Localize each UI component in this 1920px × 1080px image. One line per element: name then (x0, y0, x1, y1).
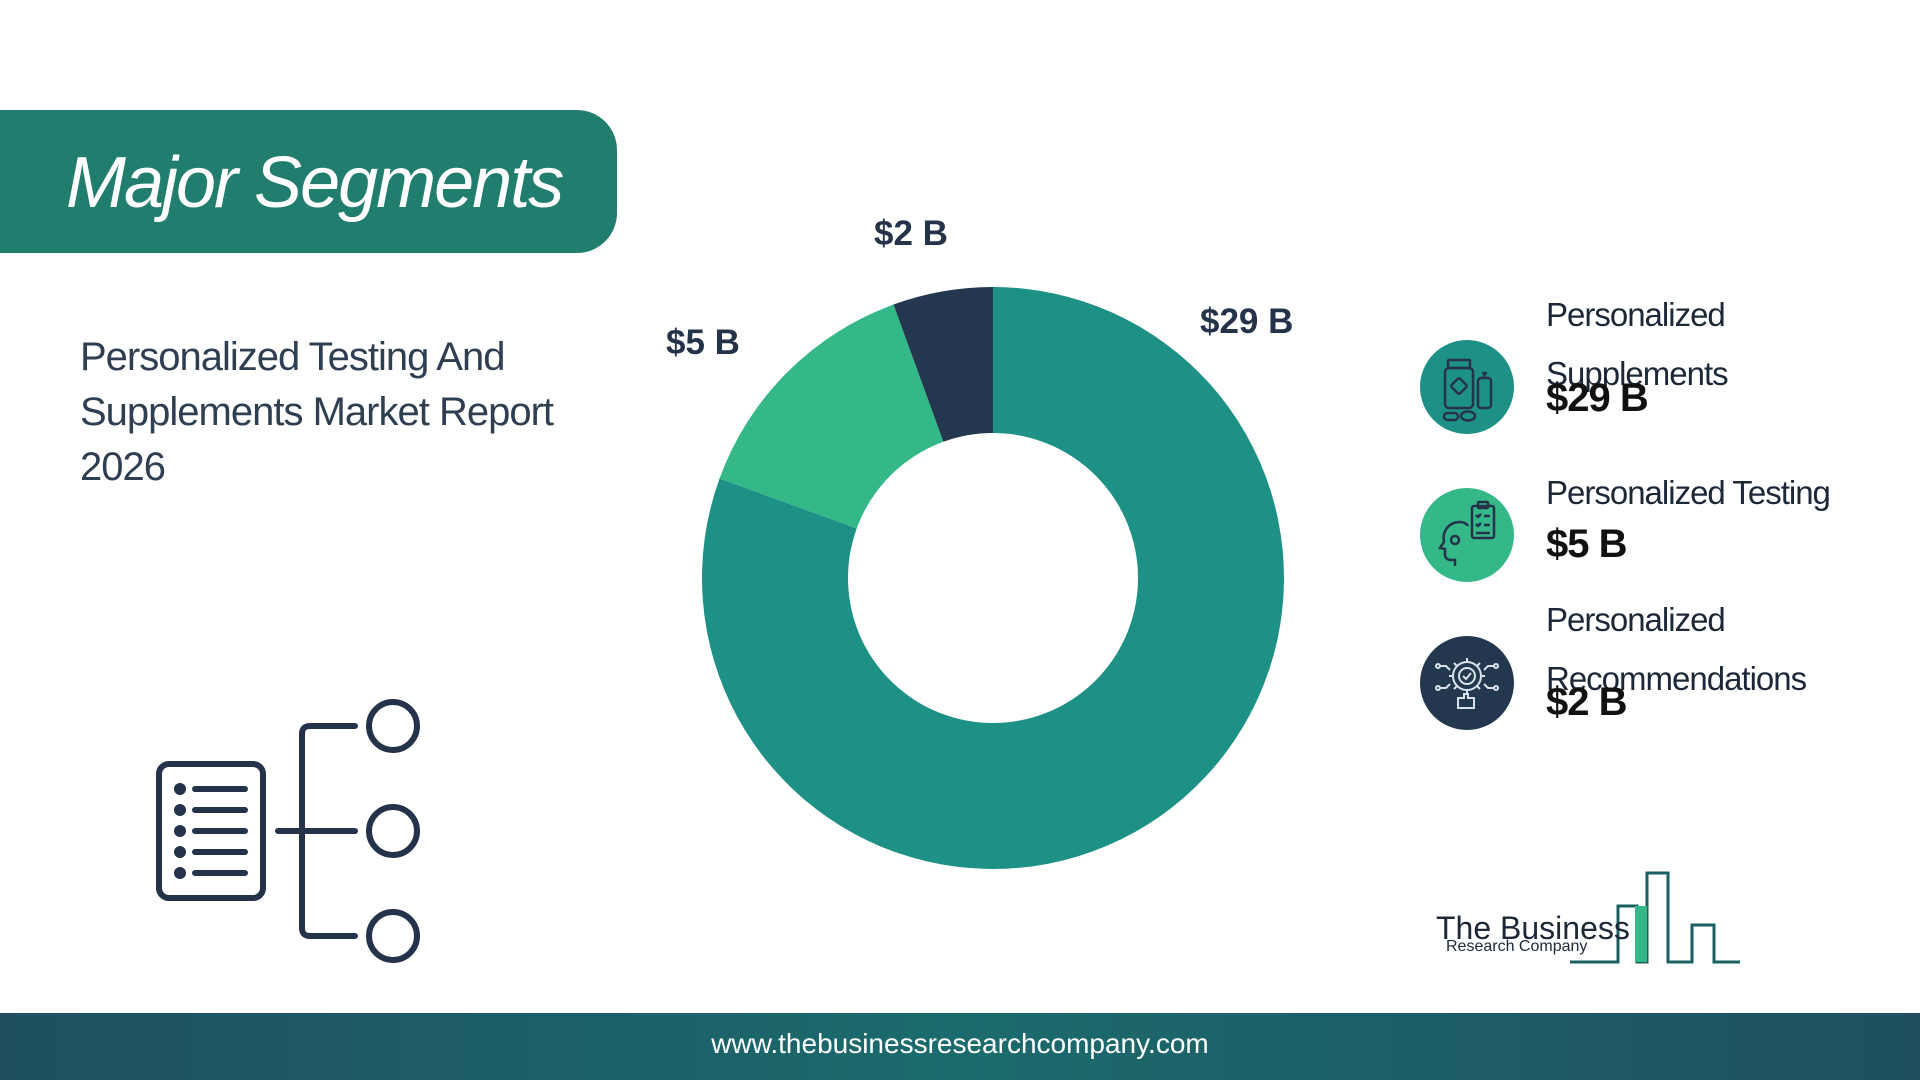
company-logo: The Business Research Company (1430, 870, 1750, 970)
supplement-bottles-icon (1420, 340, 1514, 434)
title-banner: Major Segments (0, 110, 617, 253)
gear-check-icon (1420, 636, 1514, 730)
legend-label-testing: Personalized Testing (1546, 474, 1831, 511)
legend-label-recommendations: Personalized Recommendations (1546, 601, 1807, 697)
legend-label-supplements: Personalized Supplements (1546, 296, 1729, 392)
footer-url[interactable]: www.thebusinessresearchcompany.com (711, 1028, 1209, 1059)
data-label-supplements: $29 B (1200, 302, 1294, 341)
report-title: Personalized Testing And Supplements Mark… (80, 335, 554, 489)
logo-text-line2: Research Company (1446, 938, 1588, 955)
slice-testing (719, 304, 944, 529)
legend-value-supplements: $29 B (1546, 376, 1649, 420)
data-label-recommendations: $2 B (874, 214, 948, 253)
slice-supplements (701, 287, 1284, 869)
footer-bar: www.thebusinessresearchcompany.com (0, 1013, 1920, 1080)
legend-value-recommendations: $2 B (1546, 680, 1627, 724)
logo-text-line1: The Business (1436, 910, 1630, 946)
page-title: Major Segments (66, 143, 564, 223)
segment-list-tree-icon (156, 699, 420, 963)
head-clipboard-icon (1420, 488, 1514, 582)
data-label-testing: $5 B (666, 323, 740, 362)
legend-value-testing: $5 B (1546, 522, 1627, 566)
slice-recommendations (893, 287, 993, 442)
